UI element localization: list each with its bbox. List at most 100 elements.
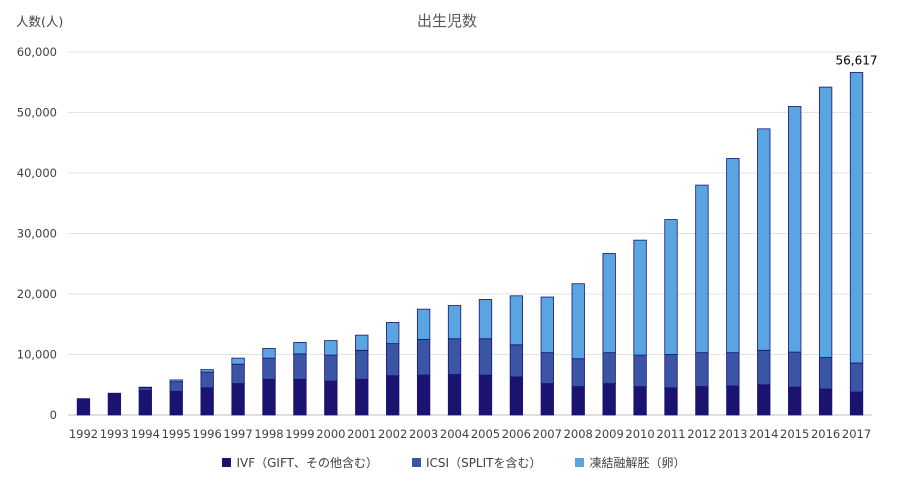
y-tick-label: 40,000 [17, 166, 57, 180]
bar-segment-ivf [602, 383, 616, 416]
bar-segment-ivf [447, 374, 462, 416]
bar-segment-icsi [633, 354, 647, 387]
x-tick-label: 2003 [409, 427, 438, 441]
x-tick-label: 2010 [625, 427, 654, 441]
bar-segment-ivf [849, 391, 864, 416]
legend-item-frozen: 凍結融解胚（卵） [575, 454, 686, 471]
x-tick-label: 1996 [193, 427, 222, 441]
bar-segment-ivf [509, 376, 524, 416]
y-axis-label: 人数(人) [16, 14, 63, 29]
legend-label-ivf: IVF（GIFT、その他含む） [236, 456, 378, 470]
bar-segment-frozen [355, 334, 369, 351]
bar-segment-frozen [849, 72, 864, 364]
x-tick-label: 2002 [378, 427, 407, 441]
bar-segment-icsi [509, 344, 524, 378]
bar-segment-frozen [664, 219, 678, 355]
x-tick-label: 2015 [780, 427, 809, 441]
x-tick-label: 1992 [69, 427, 98, 441]
bar-segment-icsi [355, 349, 369, 380]
legend: IVF（GIFT、その他含む） ICSI（SPLITを含む） 凍結融解胚（卵） [0, 454, 908, 471]
x-tick-label: 2013 [718, 427, 747, 441]
bar-segment-icsi [169, 381, 183, 392]
bar-segment-frozen [386, 322, 400, 345]
x-tick-label: 1995 [162, 427, 191, 441]
bar-segment-ivf [695, 386, 709, 416]
bar-segment-icsi [386, 343, 400, 377]
bar-segment-frozen [324, 340, 338, 356]
data-label-total: 56,617 [836, 53, 878, 67]
bar-segment-ivf [107, 393, 122, 416]
bar-segment-frozen [447, 305, 462, 340]
bar-segment-frozen [293, 341, 307, 355]
x-tick-label: 1999 [285, 427, 314, 441]
bar-segment-icsi [664, 354, 678, 389]
bar-segment-ivf [231, 383, 245, 416]
x-tick-label: 2008 [564, 427, 593, 441]
bar-segment-ivf [726, 385, 740, 416]
bar-segment-ivf [633, 386, 647, 416]
bar-segment-icsi [571, 358, 585, 387]
bar-segment-ivf [571, 386, 585, 416]
bar-segment-icsi [293, 353, 307, 380]
bar-segment-icsi [262, 357, 276, 380]
bar-segment-ivf [818, 388, 833, 416]
bar-segment-ivf [478, 374, 493, 416]
legend-label-frozen: 凍結融解胚（卵） [589, 456, 686, 470]
y-tick-label: 10,000 [17, 348, 57, 362]
bar-segment-frozen [695, 184, 709, 354]
bar-segment-icsi [818, 357, 833, 390]
bar-segment-icsi [200, 371, 214, 389]
legend-swatch-ivf [222, 458, 232, 467]
bar-segment-ivf [664, 387, 678, 416]
bar-segment-ivf [757, 384, 771, 416]
bar-segment-frozen [540, 296, 554, 354]
bar-segment-ivf [262, 378, 276, 416]
bar-segment-ivf [169, 391, 183, 416]
bar-segment-icsi [849, 362, 864, 393]
x-tick-label: 1994 [131, 427, 160, 441]
legend-label-icsi: ICSI（SPLITを含む） [426, 456, 542, 470]
bar-segment-frozen [231, 357, 245, 365]
bar-segment-icsi [540, 352, 554, 384]
bar-segment-frozen [262, 348, 276, 359]
x-tick-label: 2009 [595, 427, 624, 441]
bar-segment-ivf [293, 378, 307, 416]
bar-segment-ivf [324, 380, 338, 416]
y-tick-label: 20,000 [17, 287, 57, 301]
x-tick-label: 1993 [100, 427, 129, 441]
bar-segment-frozen [633, 239, 647, 356]
x-tick-label: 2014 [749, 427, 778, 441]
y-tick-label: 30,000 [17, 227, 57, 241]
y-tick-label: 50,000 [17, 106, 57, 120]
bar-segment-frozen [478, 299, 493, 340]
bar-segment-icsi [447, 338, 462, 375]
x-tick-label: 2007 [533, 427, 562, 441]
bar-segment-ivf [386, 375, 400, 416]
bar-segment-frozen [726, 158, 740, 354]
bar-segment-frozen [571, 283, 585, 360]
x-tick-label: 2005 [471, 427, 500, 441]
bar-segment-frozen [788, 106, 802, 353]
bar-segment-frozen [818, 86, 833, 358]
x-tick-label: 2001 [347, 427, 376, 441]
bar-segment-ivf [416, 374, 431, 416]
bar-segment-icsi [416, 338, 431, 376]
bar-segment-icsi [107, 392, 122, 395]
x-tick-label: 2011 [656, 427, 685, 441]
bar-segment-ivf [788, 386, 802, 416]
x-tick-label: 1997 [223, 427, 252, 441]
bar-segment-ivf [76, 398, 91, 416]
y-tick-label: 60,000 [17, 45, 57, 59]
bar-segment-icsi [478, 338, 493, 376]
chart-title: 出生児数 [417, 12, 477, 30]
x-tick-label: 2004 [440, 427, 469, 441]
x-tick-label: 2017 [842, 427, 871, 441]
legend-swatch-frozen [575, 458, 585, 467]
bar-segment-frozen [169, 379, 183, 383]
bar-segment-ivf [540, 383, 554, 416]
x-tick-label: 2016 [811, 427, 840, 441]
bar-segment-icsi [788, 351, 802, 388]
x-tick-label: 2000 [316, 427, 345, 441]
bar-segment-icsi [695, 352, 709, 387]
